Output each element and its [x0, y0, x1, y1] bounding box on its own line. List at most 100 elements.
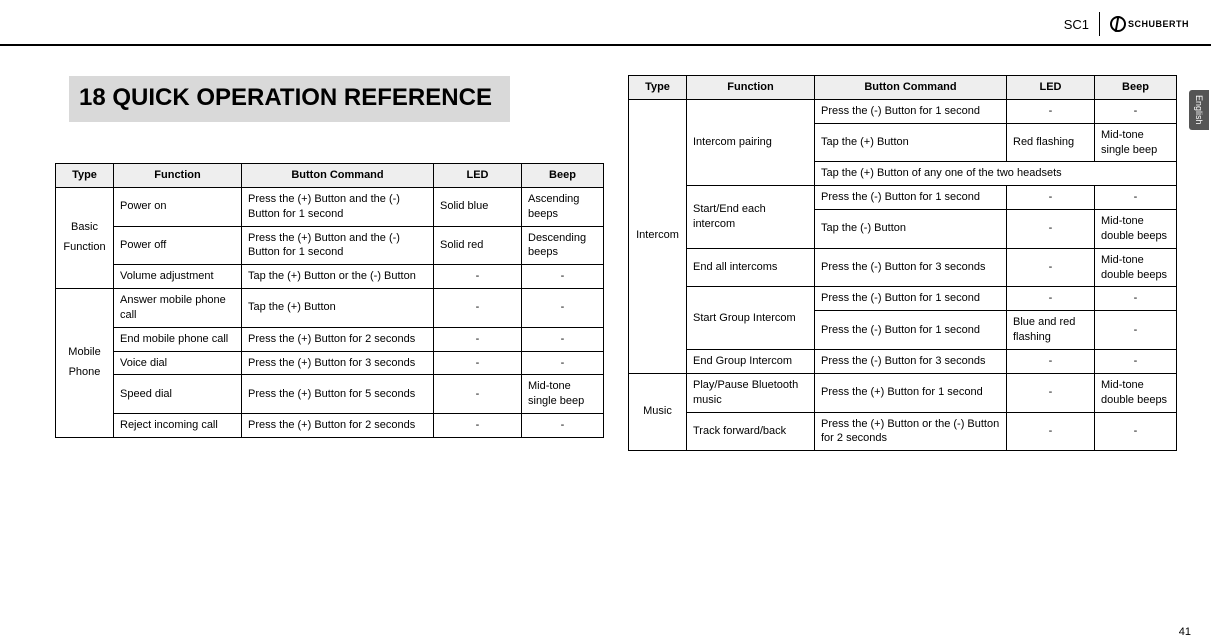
col-function: Function: [687, 76, 815, 100]
cell-beep: -: [1095, 311, 1177, 350]
cell-led: -: [1007, 248, 1095, 287]
cell-beep: -: [522, 351, 604, 375]
cell-type: BasicFunction: [56, 187, 114, 288]
cell-type: MobilePhone: [56, 289, 114, 438]
cell-function: Answer mobile phone call: [114, 289, 242, 328]
cell-led: -: [434, 351, 522, 375]
cell-led: -: [1007, 210, 1095, 249]
header-row: SC1 SCHUBERTH: [1064, 12, 1189, 36]
cell-function: Play/Pause Bluetooth music: [687, 373, 815, 412]
cell-function: Reject incoming call: [114, 414, 242, 438]
cell-beep: -: [522, 414, 604, 438]
cell-led: -: [1007, 186, 1095, 210]
col-led: LED: [434, 164, 522, 188]
cell-function: Start/End each intercom: [687, 186, 815, 249]
cell-command: Press the (+) Button and the (-) Button …: [242, 187, 434, 226]
table-row: Reject incoming call Press the (+) Butto…: [56, 414, 604, 438]
cell-beep: -: [522, 265, 604, 289]
table-row: Start/End each intercom Press the (-) Bu…: [629, 186, 1177, 210]
col-type: Type: [56, 164, 114, 188]
cell-command: Press the (-) Button for 1 second: [815, 311, 1007, 350]
cell-led: Red flashing: [1007, 123, 1095, 162]
horizontal-rule: [0, 44, 1211, 46]
cell-led: Solid blue: [434, 187, 522, 226]
cell-command: Press the (+) Button for 2 seconds: [242, 414, 434, 438]
table-row: Start Group Intercom Press the (-) Butto…: [629, 287, 1177, 311]
cell-led: -: [434, 375, 522, 414]
cell-led: -: [1007, 99, 1095, 123]
cell-beep: Mid-tone double beeps: [1095, 248, 1177, 287]
cell-beep: Mid-tone double beeps: [1095, 210, 1177, 249]
cell-command: Tap the (+) Button: [815, 123, 1007, 162]
cell-led: -: [434, 327, 522, 351]
table-row: Volume adjustment Tap the (+) Button or …: [56, 265, 604, 289]
cell-command: Press the (-) Button for 1 second: [815, 287, 1007, 311]
cell-command: Press the (-) Button for 1 second: [815, 99, 1007, 123]
cell-function: End all intercoms: [687, 248, 815, 287]
table-row: Speed dial Press the (+) Button for 5 se…: [56, 375, 604, 414]
cell-command: Tap the (+) Button or the (-) Button: [242, 265, 434, 289]
cell-beep: -: [1095, 349, 1177, 373]
cell-led: Solid red: [434, 226, 522, 265]
table-row: MobilePhone Answer mobile phone call Tap…: [56, 289, 604, 328]
cell-led: -: [434, 289, 522, 328]
col-beep: Beep: [522, 164, 604, 188]
cell-beep: Mid-tone single beep: [522, 375, 604, 414]
cell-function: Intercom pairing: [687, 99, 815, 185]
brand-name: SCHUBERTH: [1128, 19, 1189, 29]
cell-function: Voice dial: [114, 351, 242, 375]
cell-beep: -: [1095, 99, 1177, 123]
col-beep: Beep: [1095, 76, 1177, 100]
table-row: Music Play/Pause Bluetooth music Press t…: [629, 373, 1177, 412]
quick-ref-table-right: Type Function Button Command LED Beep In…: [628, 75, 1177, 451]
page-number: 41: [1179, 626, 1191, 638]
table-row: Track forward/back Press the (+) Button …: [629, 412, 1177, 451]
cell-led: -: [1007, 412, 1095, 451]
col-command: Button Command: [242, 164, 434, 188]
col-function: Function: [114, 164, 242, 188]
table-row: Intercom Intercom pairing Press the (-) …: [629, 99, 1177, 123]
language-tab: English: [1189, 90, 1209, 130]
table-row: Voice dial Press the (+) Button for 3 se…: [56, 351, 604, 375]
cell-command: Tap the (-) Button: [815, 210, 1007, 249]
cell-led: -: [1007, 287, 1095, 311]
cell-led: -: [1007, 373, 1095, 412]
cell-function: Start Group Intercom: [687, 287, 815, 350]
table-row: End mobile phone call Press the (+) Butt…: [56, 327, 604, 351]
cell-type: Intercom: [629, 99, 687, 373]
cell-beep: -: [1095, 287, 1177, 311]
cell-command: Press the (+) Button for 2 seconds: [242, 327, 434, 351]
cell-beep: -: [1095, 412, 1177, 451]
col-led: LED: [1007, 76, 1095, 100]
cell-function: Speed dial: [114, 375, 242, 414]
cell-function: Track forward/back: [687, 412, 815, 451]
cell-command: Press the (-) Button for 3 seconds: [815, 248, 1007, 287]
table-row: BasicFunction Power on Press the (+) But…: [56, 187, 604, 226]
cell-function: Volume adjustment: [114, 265, 242, 289]
cell-beep: Mid-tone double beeps: [1095, 373, 1177, 412]
cell-command: Tap the (+) Button: [242, 289, 434, 328]
cell-command: Press the (+) Button and the (-) Button …: [242, 226, 434, 265]
header-divider: [1099, 12, 1100, 36]
table-row: End Group Intercom Press the (-) Button …: [629, 349, 1177, 373]
cell-function: Power off: [114, 226, 242, 265]
section-title: 18 QUICK OPERATION REFERENCE: [69, 76, 510, 122]
quick-ref-table-left: Type Function Button Command LED Beep Ba…: [55, 163, 604, 438]
cell-command: Press the (+) Button for 5 seconds: [242, 375, 434, 414]
cell-command: Press the (+) Button or the (-) Button f…: [815, 412, 1007, 451]
cell-beep: Descending beeps: [522, 226, 604, 265]
table-head: Type Function Button Command LED Beep: [56, 164, 604, 188]
cell-beep: Ascending beeps: [522, 187, 604, 226]
schuberth-icon: [1110, 16, 1126, 32]
model-label: SC1: [1064, 17, 1089, 32]
cell-function: End mobile phone call: [114, 327, 242, 351]
cell-command: Press the (+) Button for 1 second: [815, 373, 1007, 412]
cell-command: Press the (-) Button for 1 second: [815, 186, 1007, 210]
cell-function: End Group Intercom: [687, 349, 815, 373]
cell-beep: -: [522, 327, 604, 351]
table-row: End all intercoms Press the (-) Button f…: [629, 248, 1177, 287]
cell-command: Tap the (+) Button of any one of the two…: [815, 162, 1177, 186]
brand-logo: SCHUBERTH: [1110, 16, 1189, 32]
cell-led: Blue and red flashing: [1007, 311, 1095, 350]
cell-led: -: [434, 414, 522, 438]
